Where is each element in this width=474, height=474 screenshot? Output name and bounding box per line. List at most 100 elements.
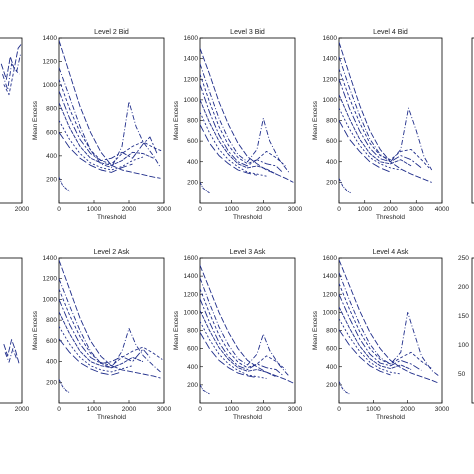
series-line (200, 84, 283, 173)
y-tick-label: 200 (187, 382, 198, 389)
y-tick-label: 1000 (43, 296, 58, 303)
y-tick-label: 600 (187, 138, 198, 145)
x-tick-label: 3000 (288, 206, 303, 213)
y-tick-label: 1200 (323, 291, 338, 298)
subplot-10: 50 100 150 200 250 (458, 255, 474, 404)
x-tick-label: 3000 (409, 206, 424, 213)
y-tick-label: 600 (187, 346, 198, 353)
y-tick-label: 1400 (43, 35, 58, 42)
y-tick-label: 400 (187, 159, 198, 166)
series-line (200, 182, 210, 194)
y-tick-label: 800 (326, 118, 337, 125)
x-tick-label: 1000 (366, 406, 381, 413)
y-tick-label: 100 (458, 342, 469, 349)
axes-frame (471, 257, 474, 404)
x-tick-label: 3000 (157, 206, 172, 213)
y-tick-label: 1600 (323, 255, 338, 262)
x-tick-label: 1000 (87, 206, 102, 213)
series-line (339, 41, 432, 183)
series-line (59, 67, 161, 169)
series-line (200, 265, 294, 384)
x-tick-label: 0 (57, 406, 61, 413)
series-line (3, 339, 20, 366)
series-line (59, 338, 123, 376)
y-tick-label: 1600 (184, 35, 199, 42)
x-axis-label: Threshold (97, 214, 126, 221)
y-tick-label: 200 (46, 379, 57, 386)
y-tick-label: 1000 (184, 309, 199, 316)
subplot-title: Level 3 Ask (230, 249, 266, 256)
y-tick-label: 250 (458, 255, 469, 262)
x-tick-label: 0 (337, 406, 341, 413)
y-tick-label: 1200 (43, 59, 58, 66)
y-tick-label: 1400 (184, 273, 199, 280)
y-tick-label: 150 (458, 313, 469, 320)
x-tick-label: 1000 (358, 206, 373, 213)
series-line (339, 318, 401, 375)
x-tick-label: 2000 (15, 406, 30, 413)
x-tick-label: 0 (337, 206, 341, 213)
y-axis-label: Mean Excess (32, 100, 39, 140)
series-line (339, 329, 391, 376)
series-line (200, 112, 267, 177)
x-tick-label: 2000 (400, 406, 415, 413)
subplot-6: 2000 (0, 257, 30, 413)
y-tick-label: 200 (46, 176, 57, 183)
series-line (200, 124, 258, 176)
subplot-title: Level 3 Bid (230, 29, 265, 36)
y-tick-label: 400 (187, 364, 198, 371)
x-tick-label: 0 (57, 206, 61, 213)
y-tick-label: 1000 (43, 82, 58, 89)
series-line (339, 107, 401, 171)
y-axis-label: Mean Excess (312, 100, 319, 140)
series-line (339, 283, 432, 369)
series-line (59, 259, 161, 379)
series-line (200, 288, 286, 370)
subplot-3: Level 3 Bid 0 1000 2000 3000 200 400 600 800 1000… (173, 29, 303, 221)
series-line (339, 178, 351, 194)
y-tick-label: 1000 (184, 97, 199, 104)
series-line (339, 68, 430, 169)
series-line (200, 48, 294, 183)
axes-frame (199, 37, 296, 204)
series-line (339, 294, 422, 371)
y-axis-label: Mean Excess (173, 310, 180, 350)
x-tick-label: 1000 (224, 206, 239, 213)
series-line (2, 53, 22, 91)
subplot-8: Level 3 Ask 0 1000 2000 3000 200 400 600 800 1000… (173, 249, 303, 421)
y-tick-label: 200 (326, 179, 337, 186)
x-tick-label: 2000 (256, 406, 271, 413)
y-tick-label: 200 (326, 382, 337, 389)
y-tick-label: 600 (46, 338, 57, 345)
series-line (59, 278, 161, 373)
series-line (59, 311, 144, 369)
y-tick-label: 800 (46, 317, 57, 324)
subplot-title: Level 2 Bid (94, 29, 129, 36)
series-line (4, 348, 18, 363)
series-line (339, 272, 439, 377)
series-line (200, 277, 290, 377)
x-tick-label: 2000 (15, 206, 30, 213)
subplot-title: Level 4 Bid (373, 29, 408, 36)
x-tick-label: 4000 (435, 206, 450, 213)
subplot-title: Level 4 Ask (373, 249, 409, 256)
y-tick-label: 1000 (323, 97, 338, 104)
y-tick-label: 600 (46, 129, 57, 136)
y-tick-label: 1600 (184, 255, 199, 262)
subplot-9: Level 4 Ask 0 1000 2000 3000 200 400 600 800 1000… (312, 249, 450, 421)
subplot-1: 2000 (0, 37, 30, 213)
series-line (200, 73, 286, 167)
y-tick-label: 600 (326, 346, 337, 353)
series-line (339, 79, 422, 169)
series-line (339, 56, 433, 171)
y-tick-label: 1600 (323, 35, 338, 42)
x-tick-label: 2000 (122, 406, 137, 413)
y-tick-label: 400 (46, 153, 57, 160)
series-line (59, 132, 133, 173)
y-tick-label: 50 (458, 371, 466, 378)
series-line (200, 332, 258, 379)
series-line (59, 176, 70, 192)
series-line (59, 326, 133, 373)
x-tick-label: 2000 (256, 206, 271, 213)
